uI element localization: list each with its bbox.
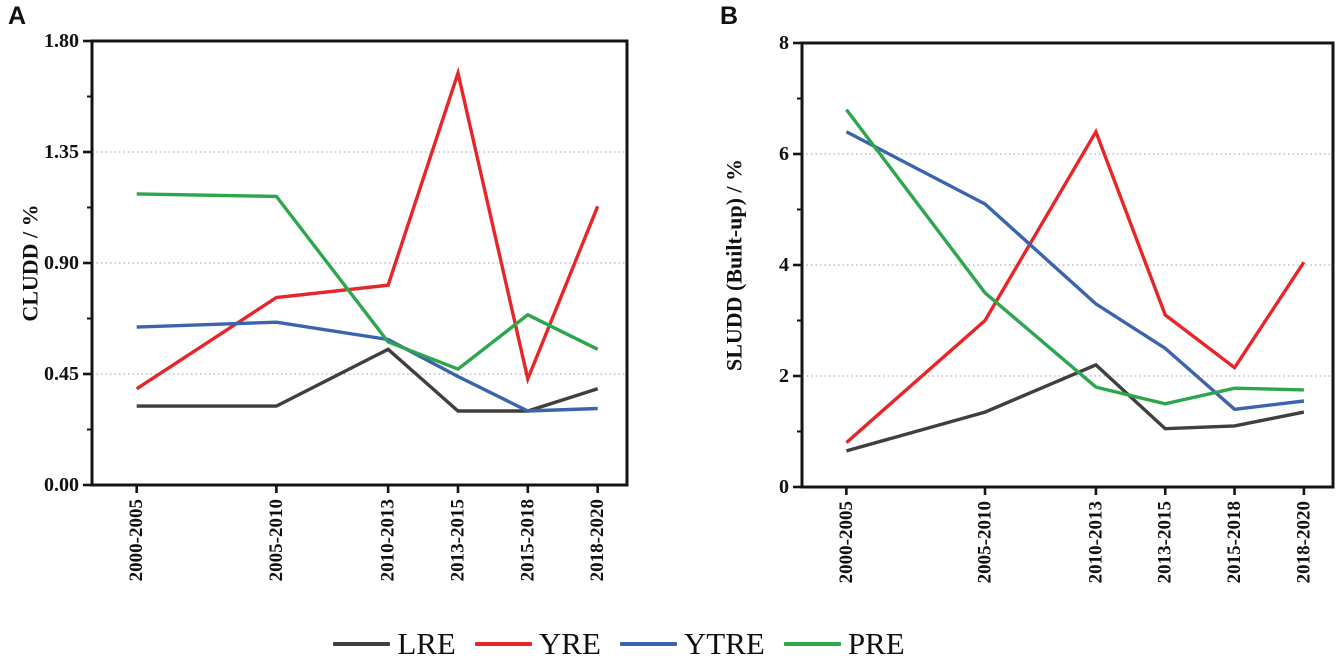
x-tick-label: 2013-2015 (447, 499, 468, 581)
y-tick-label: 0.00 (44, 474, 79, 496)
x-tick-label: 2010-2013 (378, 499, 399, 581)
y-tick-label: 2 (779, 365, 789, 387)
y-axis-title: SLUDD (Built-up) / % (722, 159, 747, 371)
x-tick-label: 2000-2005 (836, 501, 857, 583)
series-line-PRE (136, 192, 599, 372)
legend-line-swatch (619, 641, 677, 646)
legend-item-yre: YRE (474, 626, 601, 661)
legend-label: PRE (847, 626, 905, 661)
x-tick-label: 2005-2010 (975, 501, 996, 583)
y-tick-label: 0.45 (44, 363, 79, 385)
series-line-YTRE (845, 130, 1305, 412)
y-tick-label: 0 (779, 476, 789, 498)
series-line-YRE (845, 127, 1306, 444)
legend-line-swatch (783, 641, 841, 646)
y-tick-label: 1.35 (44, 141, 79, 163)
y-tick-label: 0.90 (44, 252, 79, 274)
legend-item-pre: PRE (783, 626, 905, 661)
x-tick-label: 2018-2020 (587, 499, 608, 581)
panel-label-b: B (720, 2, 739, 30)
series-line-YRE (135, 66, 600, 391)
legend: LRE YRE YTRE PRE (0, 628, 1287, 659)
y-tick-label: 1.80 (44, 30, 79, 52)
legend-label: LRE (397, 626, 456, 661)
chart-panel-b: 0 2 4 6 8 2000-2005 2005-2010 2010-2013 2013-201… (722, 32, 1335, 583)
plot-border (800, 41, 1335, 489)
legend-line-swatch (474, 641, 532, 646)
x-tick-label: 2010-2013 (1085, 501, 1106, 583)
legend-label: YRE (538, 626, 601, 661)
series-line-LRE (136, 347, 599, 413)
y-tick-label: 4 (779, 254, 789, 276)
legend-item-ytre: YTRE (619, 626, 765, 661)
x-tick-label: 2013-2015 (1155, 501, 1176, 583)
x-tick-label: 2015-2018 (517, 499, 538, 581)
legend-label: YTRE (683, 626, 765, 661)
legend-line-swatch (333, 641, 391, 646)
plot-border (90, 39, 629, 487)
series-line-YTRE (136, 320, 598, 413)
legend-item-lre: LRE (333, 628, 456, 659)
panel-label-a: A (8, 2, 27, 30)
chart-panel-a: 0.00 0.45 0.90 1.35 1.80 2000-2005 2005-2010 20… (18, 30, 629, 581)
y-axis-title: CLUDD / % (18, 204, 43, 321)
x-tick-label: 2000-2005 (126, 499, 147, 581)
y-tick-label: 6 (779, 143, 789, 165)
series-line-PRE (845, 108, 1304, 406)
x-tick-label: 2005-2010 (266, 499, 287, 581)
x-tick-label: 2015-2018 (1224, 501, 1245, 583)
x-tick-label: 2018-2020 (1293, 501, 1314, 583)
y-tick-label: 8 (779, 32, 789, 54)
